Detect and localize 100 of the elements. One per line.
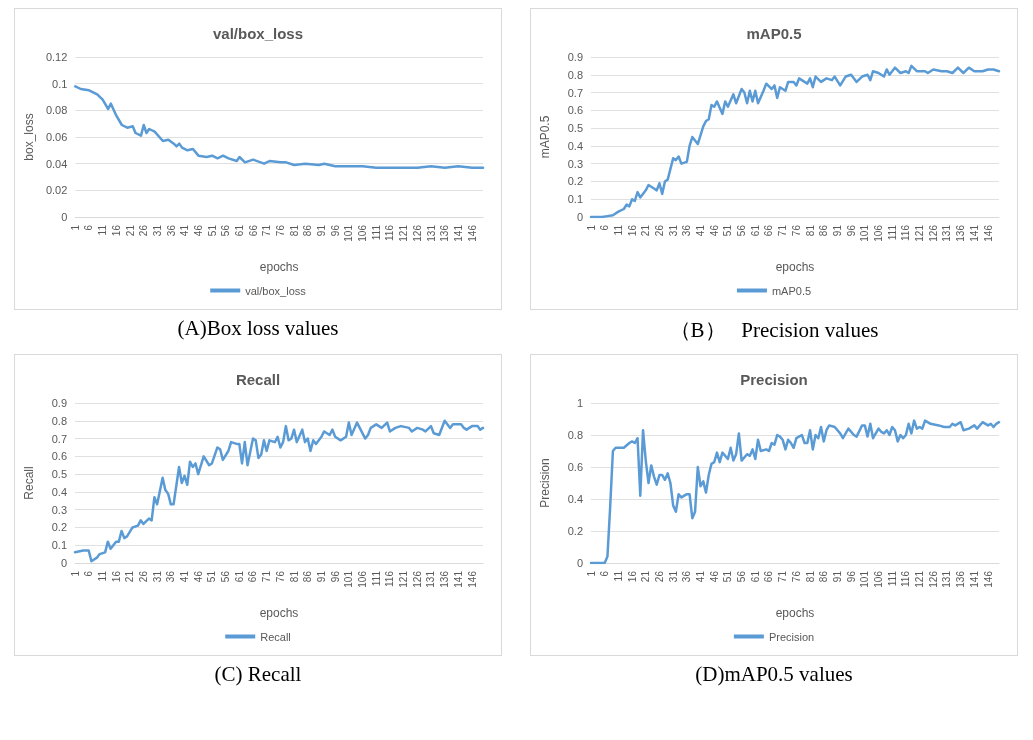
x-tick-label: 66 bbox=[247, 570, 259, 583]
x-tick-label: 146 bbox=[466, 570, 478, 588]
x-tick-label: 101 bbox=[859, 224, 871, 242]
x-tick-label: 21 bbox=[640, 570, 652, 583]
x-tick-label: 96 bbox=[845, 570, 857, 583]
x-tick-label: 6 bbox=[83, 224, 95, 231]
x-tick-label: 81 bbox=[804, 224, 816, 237]
x-tick-label: 91 bbox=[316, 224, 328, 237]
x-tick-label: 106 bbox=[357, 224, 369, 242]
text: (D)mAP0.5 values bbox=[695, 662, 853, 687]
chart-title: Recall bbox=[235, 371, 281, 388]
chart-title: Precision bbox=[740, 371, 808, 388]
x-tick-label: 96 bbox=[329, 224, 341, 237]
x-tick-label: 21 bbox=[640, 224, 652, 237]
x-tick-label: 61 bbox=[233, 224, 245, 237]
x-tick-label: 126 bbox=[411, 224, 423, 242]
y-axis-title: mAP0.5 bbox=[538, 115, 552, 159]
x-tick-label: 136 bbox=[955, 224, 967, 242]
y-tick-label: 0.1 bbox=[567, 193, 583, 206]
x-tick-label: 46 bbox=[192, 570, 204, 583]
y-tick-label: 0.7 bbox=[51, 432, 67, 445]
x-tick-label: 111 bbox=[886, 570, 898, 587]
text: （B） Precision values bbox=[669, 317, 879, 344]
x-tick-label: 46 bbox=[708, 224, 720, 237]
y-tick-label: 0.08 bbox=[45, 104, 68, 117]
x-tick-label: 81 bbox=[288, 224, 300, 237]
x-tick-label: 31 bbox=[667, 224, 679, 237]
x-tick-label: 61 bbox=[749, 570, 761, 583]
text: (C) Recall bbox=[214, 662, 302, 687]
x-axis-title: epochs bbox=[259, 260, 299, 274]
x-tick-label: 106 bbox=[873, 224, 885, 242]
x-tick-label: 31 bbox=[667, 570, 679, 583]
y-tick-label: 0.8 bbox=[51, 414, 67, 427]
line-series bbox=[589, 419, 1001, 565]
x-tick-label: 56 bbox=[736, 224, 748, 237]
y-tick-label: 0 bbox=[60, 557, 67, 569]
x-tick-label: 76 bbox=[275, 224, 287, 237]
x-tick-label: 36 bbox=[165, 570, 177, 583]
text: (A)Box loss values bbox=[177, 316, 339, 341]
x-tick-label: 41 bbox=[179, 570, 191, 583]
x-tick-label: 141 bbox=[452, 224, 464, 242]
y-tick-label: 0.06 bbox=[45, 131, 68, 143]
x-tick-label: 11 bbox=[96, 570, 108, 582]
y-tick-label: 0.04 bbox=[45, 157, 68, 170]
x-tick-label: 106 bbox=[873, 570, 885, 588]
y-tick-label: 0.2 bbox=[567, 525, 583, 537]
x-tick-label: 101 bbox=[343, 224, 355, 242]
x-tick-label: 86 bbox=[302, 570, 314, 583]
x-tick-label: 71 bbox=[261, 570, 273, 583]
y-tick-label: 0 bbox=[576, 557, 583, 569]
y-tick-label: 0.4 bbox=[51, 485, 67, 498]
x-tick-label: 71 bbox=[777, 570, 789, 583]
x-tick-label: 86 bbox=[818, 224, 830, 237]
x-tick-label: 111 bbox=[886, 224, 898, 241]
x-tick-label: 51 bbox=[722, 224, 734, 237]
x-tick-label: 141 bbox=[452, 570, 464, 588]
x-tick-label: 101 bbox=[859, 570, 871, 588]
x-tick-label: 56 bbox=[736, 570, 748, 583]
x-axis-title: epochs bbox=[775, 260, 815, 274]
x-tick-label: 91 bbox=[315, 570, 327, 583]
x-tick-label: 116 bbox=[384, 224, 396, 241]
x-tick-label: 16 bbox=[110, 224, 122, 237]
x-tick-label: 126 bbox=[411, 570, 423, 588]
x-tick-label: 71 bbox=[777, 224, 789, 237]
x-tick-label: 126 bbox=[927, 570, 939, 588]
y-tick-label: 0.5 bbox=[51, 468, 67, 481]
x-tick-label: 76 bbox=[790, 570, 802, 583]
x-tick-label: 126 bbox=[927, 224, 939, 242]
x-tick-label: 41 bbox=[179, 224, 191, 237]
x-tick-label: 11 bbox=[612, 224, 624, 236]
x-tick-label: 36 bbox=[681, 570, 693, 583]
x-tick-label: 91 bbox=[831, 224, 843, 237]
x-tick-label: 76 bbox=[790, 224, 802, 237]
y-tick-label: 0.8 bbox=[567, 429, 583, 441]
x-tick-label: 26 bbox=[653, 224, 665, 237]
y-tick-label: 0.9 bbox=[51, 397, 67, 409]
x-tick-label: 66 bbox=[763, 570, 775, 583]
x-tick-label: 61 bbox=[233, 570, 245, 583]
chart-title: mAP0.5 bbox=[746, 25, 802, 42]
x-tick-label: 66 bbox=[763, 224, 775, 237]
x-tick-label: 76 bbox=[274, 570, 286, 583]
x-tick-label: 41 bbox=[695, 224, 707, 237]
line-series bbox=[73, 419, 485, 563]
legend-label: val/box_loss bbox=[245, 284, 307, 297]
y-tick-label: 0.8 bbox=[567, 68, 583, 81]
y-axis-title: Precision bbox=[538, 458, 552, 508]
x-tick-label: 26 bbox=[137, 570, 149, 583]
x-tick-label: 26 bbox=[138, 224, 150, 237]
y-tick-label: 0 bbox=[61, 211, 68, 223]
x-tick-label: 16 bbox=[110, 570, 122, 583]
x-tick-label: 26 bbox=[653, 570, 665, 583]
x-tick-label: 146 bbox=[982, 224, 994, 242]
x-tick-label: 1 bbox=[69, 570, 81, 577]
x-tick-label: 11 bbox=[97, 224, 109, 236]
x-tick-label: 131 bbox=[941, 224, 953, 242]
x-tick-label: 141 bbox=[968, 224, 980, 242]
y-tick-label: 0.2 bbox=[51, 521, 67, 534]
x-tick-label: 6 bbox=[83, 570, 95, 577]
x-axis-title: epochs bbox=[259, 606, 299, 620]
x-tick-label: 21 bbox=[124, 224, 136, 237]
